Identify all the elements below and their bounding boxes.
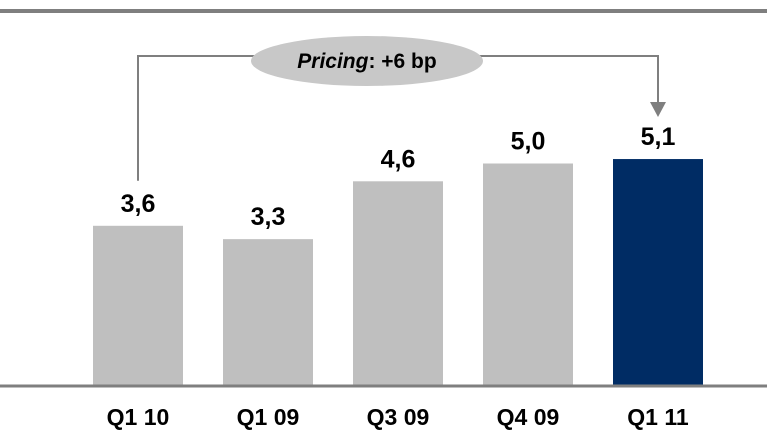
pricing-annotation-value: : +6 bp xyxy=(368,50,436,73)
category-label: Q4 09 xyxy=(497,404,560,430)
pricing-annotation-italic: Pricing xyxy=(297,50,368,73)
value-label: 3,3 xyxy=(251,203,286,231)
pricing-annotation-label: Pricing: +6 bp xyxy=(297,50,436,73)
category-label: Q3 09 xyxy=(367,404,430,430)
bar-q4-09 xyxy=(483,163,573,386)
value-label: 5,1 xyxy=(641,123,676,151)
bar-q1-11 xyxy=(613,159,703,386)
bar-q1-10 xyxy=(93,225,183,386)
bar-q3-09 xyxy=(353,181,443,386)
category-label: Q1 10 xyxy=(107,404,170,430)
value-label: 4,6 xyxy=(381,145,416,173)
value-label: 5,0 xyxy=(511,128,546,156)
category-label: Q1 09 xyxy=(237,404,300,430)
connector-arrowhead-icon xyxy=(650,102,666,118)
bar-q1-09 xyxy=(223,239,313,386)
pricing-annotation-bubble xyxy=(251,36,483,86)
category-label: Q1 11 xyxy=(627,404,689,430)
pricing-annotation: Pricing: +6 bp xyxy=(251,36,483,86)
value-label: 3,6 xyxy=(121,190,156,218)
